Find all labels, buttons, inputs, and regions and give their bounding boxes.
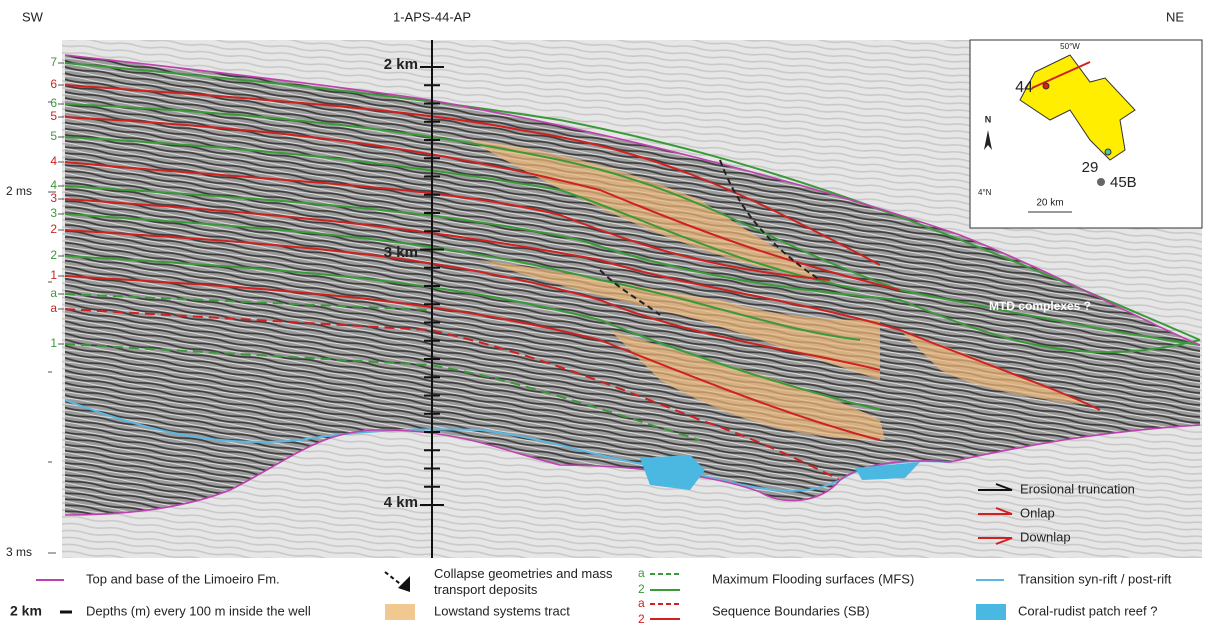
horizon-label: 3 xyxy=(50,206,57,220)
horizon-label: 5 xyxy=(50,109,57,123)
horizon-label: a xyxy=(50,286,57,300)
legend-label: 2 km xyxy=(10,603,42,619)
legend-label: Top and base of the Limoeiro Fm. xyxy=(86,571,280,586)
reef xyxy=(855,462,920,480)
inset-longitude: 50°W xyxy=(1060,42,1080,51)
legend-label: Coral-rudist patch reef ? xyxy=(1018,603,1157,618)
legend: Top and base of the Limoeiro Fm. Collaps… xyxy=(10,566,1172,626)
horizon-label: 4 xyxy=(50,154,57,168)
legend-mark-label: 2 xyxy=(638,582,645,596)
key-label: Onlap xyxy=(1020,505,1055,520)
inset-north: N xyxy=(985,114,992,124)
reef xyxy=(640,455,705,490)
legend-mark-label: a xyxy=(638,596,645,610)
horizon-label: 6 xyxy=(50,77,57,91)
horizon-label: a xyxy=(50,301,57,315)
well-ticks xyxy=(420,66,444,506)
time-label: 2 ms xyxy=(6,184,32,198)
inset-well: 29 xyxy=(1082,159,1099,176)
inset-well: 44 xyxy=(1015,79,1033,96)
horizon-label: 5 xyxy=(50,129,57,143)
legend-label: Lowstand systems tract xyxy=(434,603,570,618)
right-label: NE xyxy=(1166,9,1184,24)
legend-label: Collapse geometries and mass transport d… xyxy=(434,566,613,597)
legend-label: Sequence Boundaries (SB) xyxy=(712,603,870,618)
collapse-geometry xyxy=(719,159,821,281)
inset-well: 45B xyxy=(1110,174,1137,191)
key: Erosional truncation Onlap Downlap xyxy=(978,481,1135,545)
time-ticks xyxy=(48,101,56,554)
inset-map: 50°W 4°N N 44 29 45B 20 km xyxy=(969,39,1203,229)
horizon-label: 3 xyxy=(50,191,57,205)
horizon-label: 6 xyxy=(50,96,57,110)
horizons xyxy=(64,54,1201,516)
left-label: SW xyxy=(22,9,44,24)
horizon-label: 7 xyxy=(50,55,57,69)
horizon-label: 1 xyxy=(50,268,57,282)
horizon-label: 4 xyxy=(50,178,57,192)
annotation: MTD complexes ? xyxy=(989,299,1091,313)
legend-label: Maximum Flooding surfaces (MFS) xyxy=(712,571,914,586)
horizon-label: 1 xyxy=(50,336,57,350)
inset-latitude: 4°N xyxy=(978,188,992,197)
key-label: Downlap xyxy=(1020,529,1071,544)
time-label: 3 ms xyxy=(6,545,32,559)
legend-mark-label: 2 xyxy=(638,612,645,626)
horizon-label: 2 xyxy=(50,248,57,262)
seismic-section xyxy=(65,55,1200,515)
depth-label: 3 km xyxy=(384,244,418,261)
well-name: 1-APS-44-AP xyxy=(393,9,471,24)
depth-label: 4 km xyxy=(384,494,418,511)
legend-label: Transition syn-rift / post-rift xyxy=(1018,571,1172,586)
key-label: Erosional truncation xyxy=(1020,481,1135,496)
legend-label: Depths (m) every 100 m inside the well xyxy=(86,603,311,618)
depth-label: 2 km xyxy=(384,56,418,73)
legend-mark-label: a xyxy=(638,566,645,580)
horizon-label: 2 xyxy=(50,222,57,236)
inset-scale: 20 km xyxy=(1036,198,1063,209)
